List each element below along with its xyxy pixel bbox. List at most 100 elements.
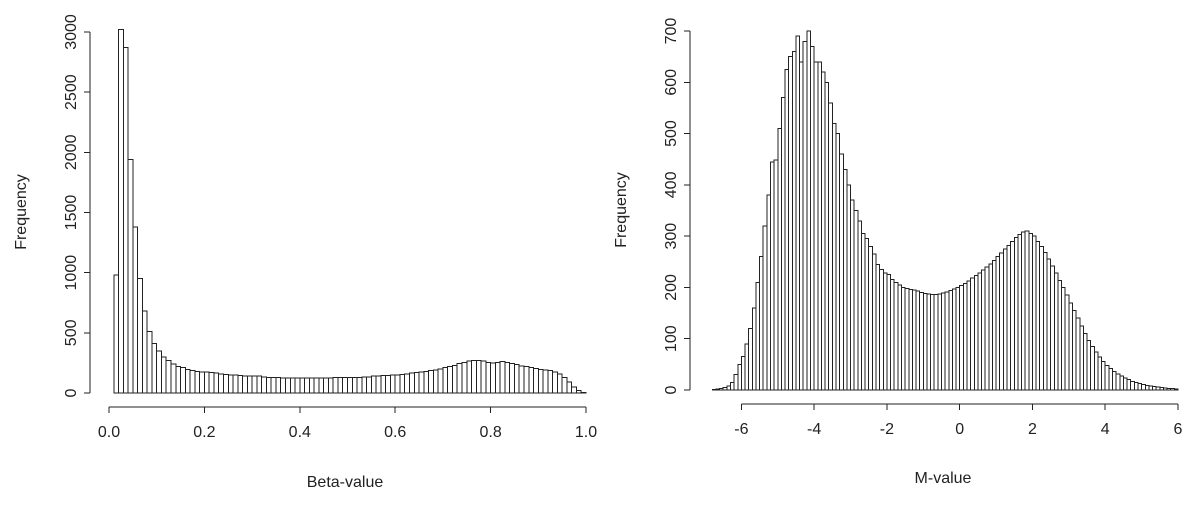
bar [580,391,587,394]
bar [1097,356,1103,391]
bar [846,184,852,391]
x-tick-label: 0.2 [193,424,215,441]
x-axis-m: -6 -4 -2 0 2 4 6 [734,403,1183,438]
bar [132,226,139,394]
bar [1173,388,1179,391]
y-tick-label: 0 [63,388,80,397]
bar [715,388,721,391]
bar [294,377,301,394]
bar [1104,364,1110,391]
bar [1152,385,1157,391]
bar [208,372,215,394]
x-tick-label: 0.4 [289,424,311,441]
bar [1075,317,1081,391]
x-axis-beta: 0.0 0.2 0.4 0.6 0.8 1.0 [98,406,597,441]
bar [366,376,372,394]
bar [1002,248,1008,391]
y-tick-label: 200 [663,274,680,301]
bar [380,375,387,394]
bar [547,370,554,394]
bar [1006,244,1012,391]
bar [813,61,819,391]
bar [1042,252,1048,391]
bar [184,369,191,394]
bar [1071,310,1077,391]
bar [232,374,239,394]
bar [437,368,444,394]
bar [1050,265,1055,391]
y-tick-label: 3000 [63,14,80,50]
bar [773,159,779,391]
bar [1035,240,1041,391]
bar [791,51,797,391]
bar [802,40,808,391]
bar [518,365,525,394]
bar [490,362,496,394]
y-tick-label: 1500 [63,195,80,231]
bar [399,373,406,394]
bars-m [711,30,1179,391]
bar [523,366,530,394]
y-tick-label: 300 [663,223,680,250]
bar [1082,333,1088,391]
bar [265,376,272,394]
bar [879,268,884,391]
bar [955,286,961,391]
bar [160,356,167,394]
bar [165,360,172,394]
bar [850,199,855,391]
bar [930,294,935,391]
y-axis-title: Frequency [613,172,630,248]
bar [313,377,320,394]
bar [471,360,477,394]
bar [1064,294,1070,391]
bar [981,269,986,391]
bar [726,385,731,391]
bar [1166,387,1172,391]
bar [528,367,535,394]
bar [251,375,258,394]
bar [751,307,757,391]
bar [941,292,946,391]
bar [1122,377,1128,391]
y-axis-title: Frequency [13,174,30,250]
bar [537,369,544,394]
bar [744,343,750,391]
x-tick-label: 4 [1101,421,1110,438]
bar [432,369,439,394]
bar [1046,258,1052,391]
bar [1068,302,1073,391]
bar [1133,381,1139,391]
bar [1031,235,1037,391]
bar [1119,375,1124,391]
bar [409,372,415,394]
bar [1112,371,1117,391]
bar [175,366,182,394]
bar [729,381,735,391]
bar [951,288,957,391]
y-tick-label: 1000 [63,255,80,291]
y-tick-label: 400 [663,171,680,198]
bar [820,71,826,391]
bar [1126,379,1132,391]
bar [122,47,129,394]
bar [156,350,162,394]
bar [423,370,430,394]
bar [304,377,310,394]
bar [1130,380,1135,391]
bar [1141,383,1146,391]
bar [799,61,804,391]
bar [299,377,306,394]
bar [959,284,964,391]
bar [970,277,975,391]
bar [404,373,411,394]
bar [575,390,582,394]
bar [762,225,768,391]
bar [308,377,315,394]
bar [810,45,815,391]
bar [361,376,368,394]
bar [318,377,325,394]
x-tick-label: 0.8 [479,424,501,441]
bar [1086,339,1092,391]
